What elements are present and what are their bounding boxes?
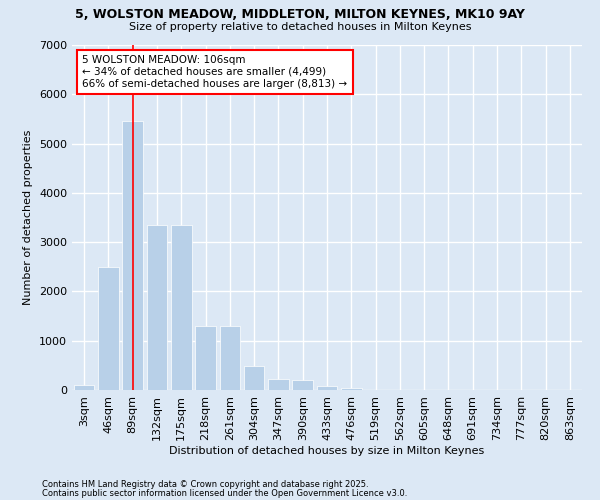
Text: 5 WOLSTON MEADOW: 106sqm
← 34% of detached houses are smaller (4,499)
66% of sem: 5 WOLSTON MEADOW: 106sqm ← 34% of detach… (82, 56, 347, 88)
Text: Contains HM Land Registry data © Crown copyright and database right 2025.: Contains HM Land Registry data © Crown c… (42, 480, 368, 489)
Bar (292, 380, 313, 390)
Bar (98, 267, 119, 390)
Bar (268, 379, 289, 390)
Bar (195, 326, 216, 390)
Y-axis label: Number of detached properties: Number of detached properties (23, 130, 34, 305)
Text: Size of property relative to detached houses in Milton Keynes: Size of property relative to detached ho… (129, 22, 471, 32)
Bar (146, 225, 167, 390)
Bar (122, 122, 143, 390)
Text: Contains public sector information licensed under the Open Government Licence v3: Contains public sector information licen… (42, 488, 407, 498)
Bar (341, 388, 362, 390)
Bar (317, 386, 337, 390)
Bar (220, 326, 240, 390)
Text: 5, WOLSTON MEADOW, MIDDLETON, MILTON KEYNES, MK10 9AY: 5, WOLSTON MEADOW, MIDDLETON, MILTON KEY… (75, 8, 525, 20)
Bar (171, 225, 191, 390)
Bar (244, 366, 265, 390)
X-axis label: Distribution of detached houses by size in Milton Keynes: Distribution of detached houses by size … (169, 446, 485, 456)
Bar (74, 385, 94, 390)
